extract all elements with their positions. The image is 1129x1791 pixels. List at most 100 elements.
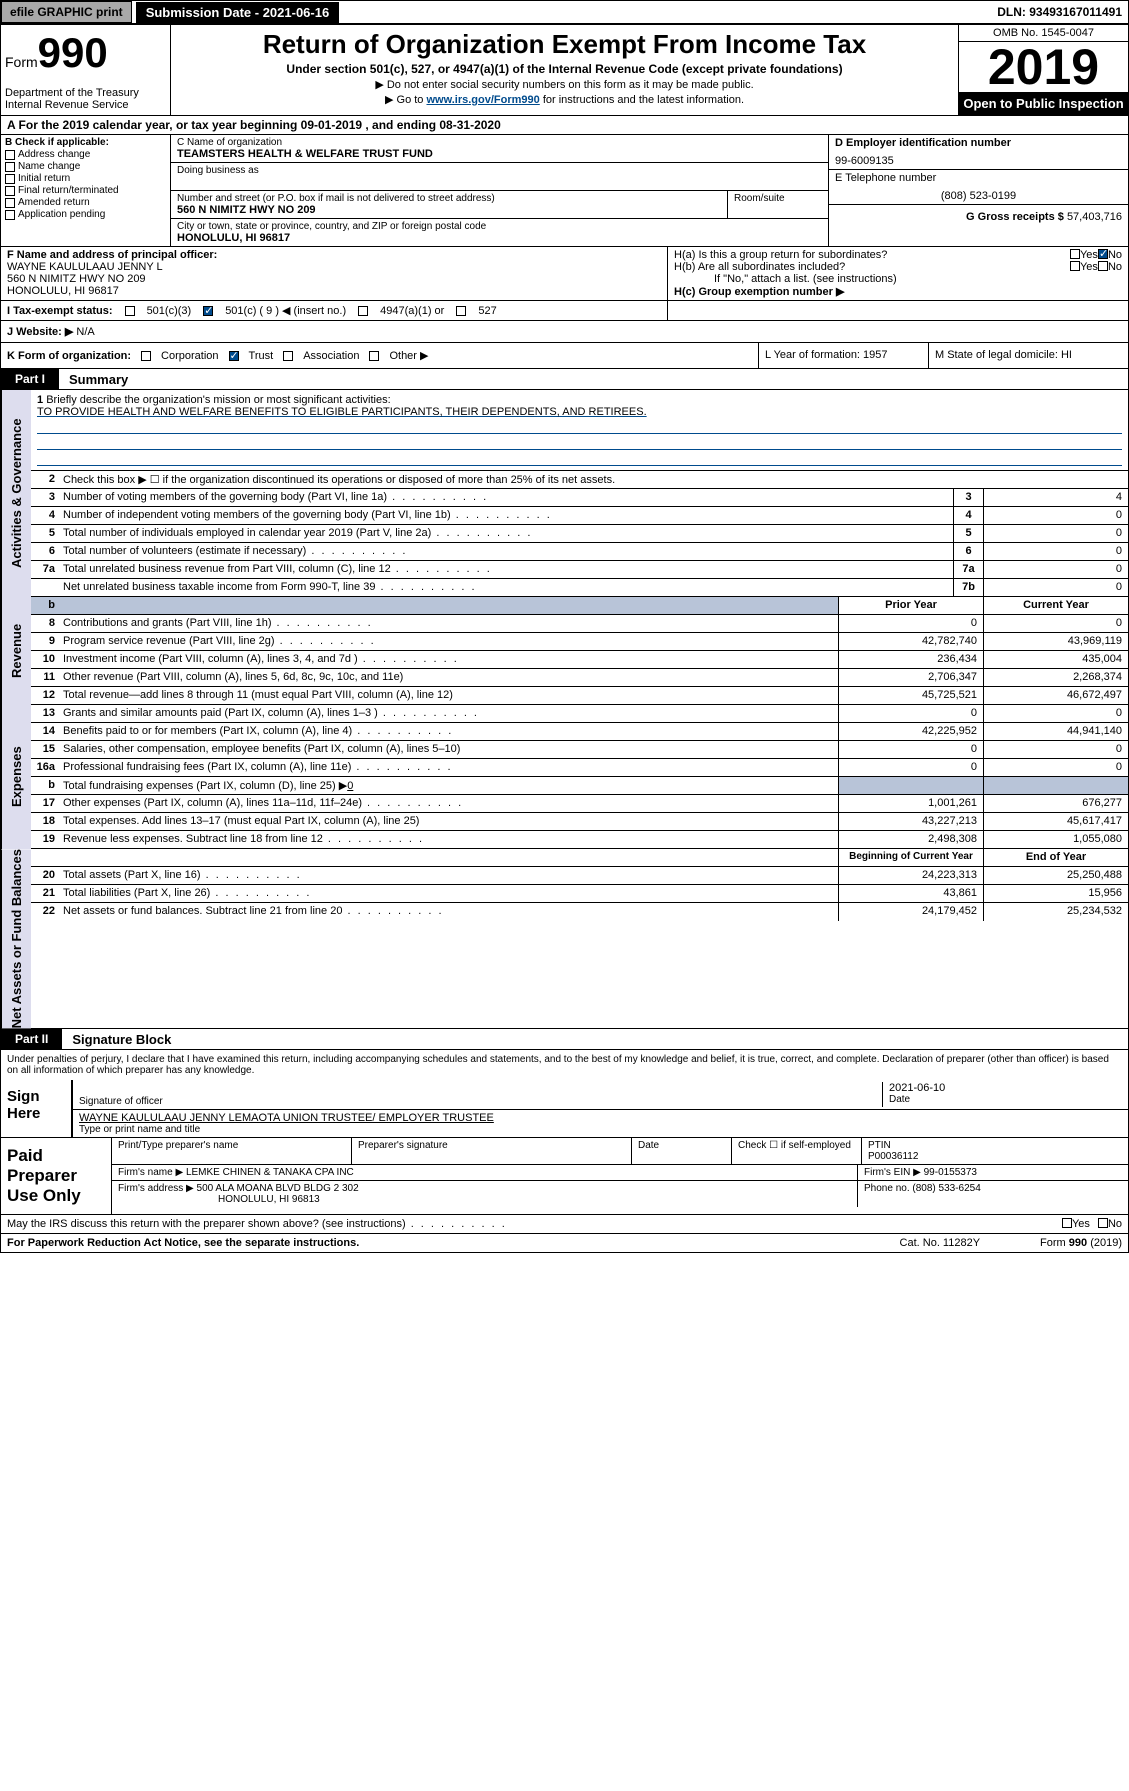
l7a: Total unrelated business revenue from Pa… — [59, 561, 953, 578]
sign-here: Sign Here — [1, 1080, 71, 1137]
efile-btn[interactable]: efile GRAPHIC print — [1, 1, 132, 23]
discuss-no[interactable] — [1098, 1218, 1108, 1228]
l8: Contributions and grants (Part VIII, lin… — [59, 615, 838, 632]
hdr-curr: Current Year — [983, 597, 1128, 614]
perjury-note: Under penalties of perjury, I declare th… — [1, 1050, 1128, 1080]
l2: Check this box ▶ ☐ if the organization d… — [59, 471, 1128, 488]
h-self: Check ☐ if self-employed — [732, 1138, 862, 1164]
firm-addr2: HONOLULU, HI 96813 — [118, 1194, 320, 1205]
l9: Program service revenue (Part VIII, line… — [59, 633, 838, 650]
footer: For Paperwork Reduction Act Notice, see … — [0, 1234, 1129, 1253]
sig-label: Signature of officer — [79, 1096, 882, 1107]
h-date: Date — [632, 1138, 732, 1164]
l19: Revenue less expenses. Subtract line 18 … — [59, 831, 838, 848]
l22: Net assets or fund balances. Subtract li… — [59, 903, 838, 921]
section-h-cont — [668, 301, 1128, 320]
expenses-section: Expenses 13Grants and similar amounts pa… — [0, 705, 1129, 849]
section-bcd: B Check if applicable: Address change Na… — [0, 135, 1129, 247]
l14: Benefits paid to or for members (Part IX… — [59, 723, 838, 740]
chk-namechange[interactable] — [5, 162, 15, 172]
org-addr: 560 N NIMITZ HWY NO 209 — [177, 204, 721, 216]
chk-527[interactable] — [456, 306, 466, 316]
firm-phone: (808) 533-6254 — [912, 1183, 980, 1194]
hdr-end: End of Year — [983, 849, 1128, 866]
section-i: I Tax-exempt status: 501(c)(3) 501(c) ( … — [1, 301, 668, 320]
state-domicile: M State of legal domicile: HI — [928, 343, 1128, 368]
l7b: Net unrelated business taxable income fr… — [59, 579, 953, 596]
part2-title: Signature Block — [62, 1032, 171, 1047]
chk-amended[interactable] — [5, 198, 15, 208]
tel-label: E Telephone number — [835, 172, 1122, 184]
room-label: Room/suite — [728, 191, 828, 218]
section-h: H(a) Is this a group return for subordin… — [668, 247, 1128, 300]
h-sig: Preparer's signature — [352, 1138, 632, 1164]
cat-no: Cat. No. 11282Y — [900, 1237, 981, 1249]
officer-name: WAYNE KAULULAAU JENNY L — [7, 261, 661, 273]
signature-section: Under penalties of perjury, I declare th… — [0, 1050, 1129, 1138]
b-label: B Check if applicable: — [5, 137, 166, 148]
col-b: B Check if applicable: Address change Na… — [1, 135, 171, 246]
l21: Total liabilities (Part X, line 26) — [59, 885, 838, 902]
city-label: City or town, state or province, country… — [177, 221, 822, 232]
l15: Salaries, other compensation, employee b… — [59, 741, 838, 758]
ptin: P00036112 — [868, 1151, 1122, 1162]
chk-501c3[interactable] — [125, 306, 135, 316]
chk-4947[interactable] — [358, 306, 368, 316]
chk-501c[interactable] — [203, 306, 213, 316]
phone-label: Phone no. — [864, 1183, 910, 1194]
firm-label: Firm's name ▶ — [118, 1167, 183, 1178]
firm-name: LEMKE CHINEN & TANAKA CPA INC — [186, 1167, 354, 1178]
officer-addr2: HONOLULU, HI 96817 — [7, 285, 661, 297]
title-box: Return of Organization Exempt From Incom… — [171, 25, 958, 115]
l20: Total assets (Part X, line 16) — [59, 867, 838, 884]
l11: Other revenue (Part VIII, column (A), li… — [59, 669, 838, 686]
date-label: Date — [889, 1094, 1122, 1105]
part2-header: Part II Signature Block — [0, 1029, 1129, 1050]
addr-label: Number and street (or P.O. box if mail i… — [177, 193, 721, 204]
c-name-label: C Name of organization — [177, 137, 822, 148]
h-ptin: PTIN — [868, 1140, 1122, 1151]
col-c: C Name of organization TEAMSTERS HEALTH … — [171, 135, 828, 246]
section-j: J Website: ▶ N/A — [0, 321, 1129, 343]
discuss-yes[interactable] — [1062, 1218, 1072, 1228]
ha-yes[interactable] — [1070, 249, 1080, 259]
irs-link[interactable]: www.irs.gov/Form990 — [426, 94, 539, 106]
sig-date: 2021-06-10 — [889, 1082, 1122, 1094]
chk-corp[interactable] — [141, 351, 151, 361]
gross-label: G Gross receipts $ — [966, 211, 1064, 223]
l12: Total revenue—add lines 8 through 11 (mu… — [59, 687, 838, 704]
tel: (808) 523-0199 — [835, 190, 1122, 202]
firm-addr1: 500 ALA MOANA BLVD BLDG 2 302 — [197, 1183, 359, 1194]
ha-no[interactable] — [1098, 249, 1108, 259]
gross-val: 57,403,716 — [1067, 211, 1122, 223]
tax-year: 2019 — [959, 42, 1128, 92]
l17: Other expenses (Part IX, column (A), lin… — [59, 795, 838, 812]
l1-desc: Briefly describe the organization's miss… — [46, 394, 390, 406]
top-bar: efile GRAPHIC print Submission Date - 20… — [0, 0, 1129, 24]
chk-pending[interactable] — [5, 210, 15, 220]
year-formation: L Year of formation: 1957 — [758, 343, 928, 368]
chk-other[interactable] — [369, 351, 379, 361]
hb-no[interactable] — [1098, 261, 1108, 271]
chk-address[interactable] — [5, 150, 15, 160]
governance-section: Activities & Governance 1 Briefly descri… — [0, 390, 1129, 597]
chk-trust[interactable] — [229, 351, 239, 361]
part1-title: Summary — [59, 372, 128, 387]
chk-final[interactable] — [5, 186, 15, 196]
officer-addr1: 560 N NIMITZ HWY NO 209 — [7, 273, 661, 285]
i-label: I Tax-exempt status: — [7, 305, 113, 317]
website: N/A — [76, 326, 94, 338]
side-governance: Activities & Governance — [1, 390, 31, 597]
part2-badge: Part II — [1, 1029, 62, 1049]
org-city: HONOLULU, HI 96817 — [177, 232, 822, 244]
hb-yes[interactable] — [1070, 261, 1080, 271]
year-box: OMB No. 1545-0047 2019 Open to Public In… — [958, 25, 1128, 115]
submission-date: Submission Date - 2021-06-16 — [136, 2, 340, 23]
chk-initial[interactable] — [5, 174, 15, 184]
mission-text: TO PROVIDE HEALTH AND WELFARE BENEFITS T… — [37, 406, 1122, 418]
discuss-row: May the IRS discuss this return with the… — [0, 1215, 1129, 1234]
period-row: A For the 2019 calendar year, or tax yea… — [0, 116, 1129, 135]
dba-label: Doing business as — [177, 165, 822, 176]
h-name: Print/Type preparer's name — [112, 1138, 352, 1164]
chk-assoc[interactable] — [283, 351, 293, 361]
